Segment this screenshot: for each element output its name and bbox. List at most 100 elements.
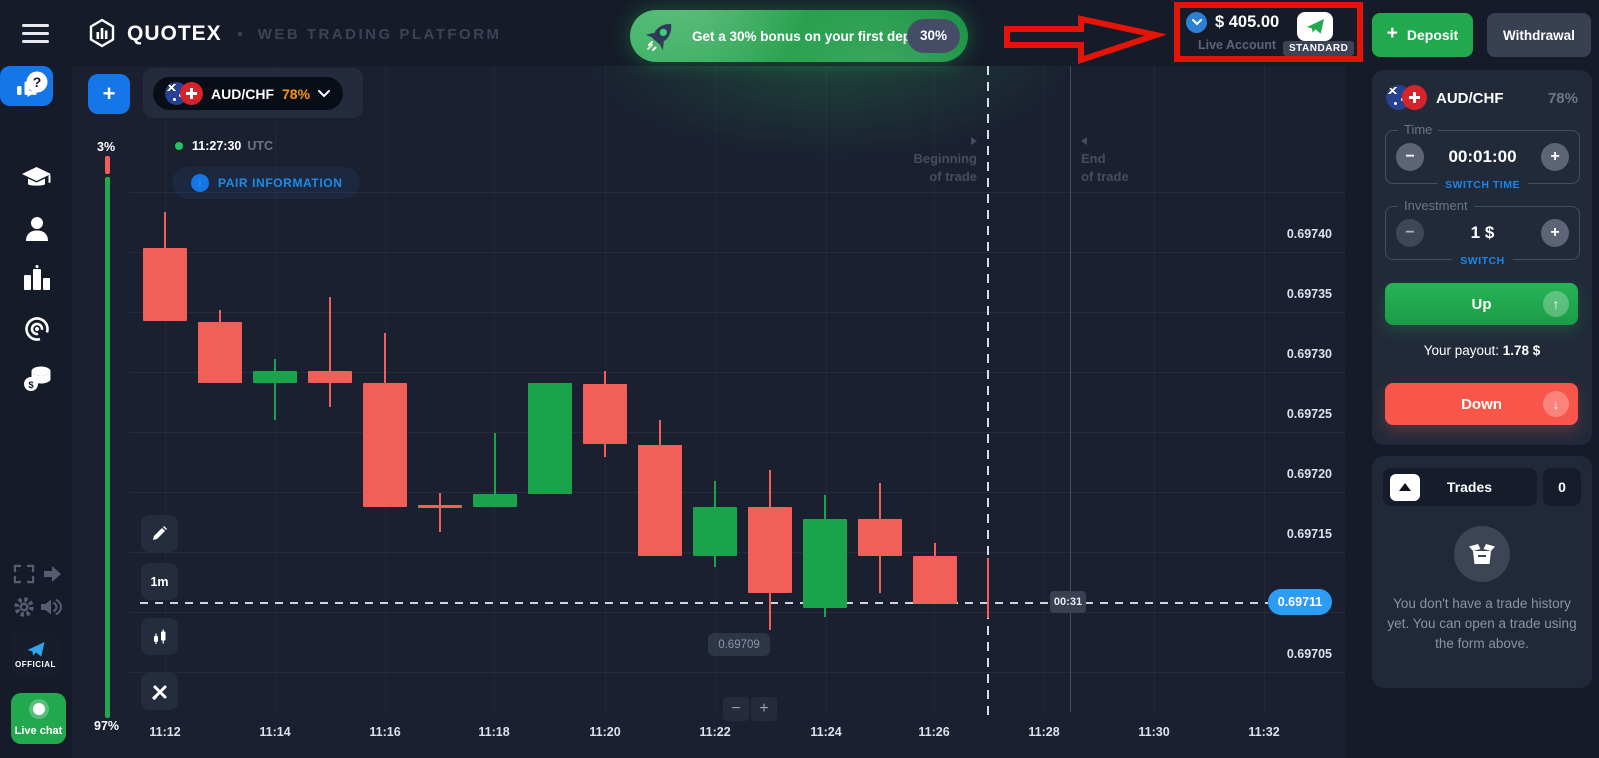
paper-plane-icon bbox=[1306, 18, 1324, 34]
end-marker-icon bbox=[1081, 137, 1087, 145]
beginning-of-trade-label: Beginning of trade bbox=[857, 132, 977, 186]
investment-field-label: Investment bbox=[1398, 198, 1474, 213]
collapse-triangle-icon bbox=[1390, 473, 1420, 501]
arrow-right-icon bbox=[44, 566, 61, 582]
menu-button[interactable] bbox=[22, 24, 49, 43]
plan-badge: STANDARD bbox=[1283, 41, 1355, 56]
plus-icon: + bbox=[1386, 23, 1398, 44]
rocket-icon bbox=[645, 23, 672, 51]
account-chevron-icon bbox=[1186, 12, 1207, 33]
switch-investment-button[interactable]: SWITCH bbox=[1452, 255, 1513, 267]
sidebar-item-help[interactable]: ? bbox=[23, 70, 51, 98]
podium-icon bbox=[24, 265, 50, 290]
time-decrease-button[interactable]: − bbox=[1396, 143, 1424, 171]
investment-field: Investment − 1 $ + SWITCH bbox=[1385, 198, 1580, 267]
balance-amount: $ 405.00 bbox=[1215, 13, 1280, 31]
chart-area bbox=[72, 66, 1345, 758]
account-balance-selector[interactable]: $ 405.00 Live Account bbox=[1186, 12, 1279, 52]
annotation-arrow bbox=[1004, 15, 1166, 65]
sidebar-item-account[interactable] bbox=[24, 215, 50, 243]
pair-flags-icon bbox=[1386, 85, 1427, 111]
zoom-out-button[interactable]: − bbox=[723, 697, 749, 721]
settings-button[interactable] bbox=[13, 596, 35, 618]
chart-type-button[interactable] bbox=[141, 618, 178, 655]
candles-icon bbox=[153, 629, 165, 644]
down-button[interactable]: Down ↓ bbox=[1385, 383, 1578, 425]
bonus-banner-text: Get a 30% bonus on your first deposit bbox=[692, 28, 936, 44]
pencil-icon bbox=[153, 526, 167, 540]
current-price-badge: 0.69711 bbox=[1268, 589, 1332, 615]
time-field: Time − 00:01:00 + SWITCH TIME bbox=[1385, 122, 1580, 191]
server-clock: 11:27:30 UTC bbox=[175, 139, 273, 153]
time-field-label: Time bbox=[1398, 122, 1439, 137]
panel-pair-header: AUD/CHF 78% bbox=[1386, 84, 1578, 112]
sidebar-item-tournaments[interactable] bbox=[23, 265, 51, 293]
sidebar-item-signals[interactable] bbox=[24, 316, 50, 342]
investment-increase-button[interactable]: + bbox=[1541, 219, 1569, 247]
live-chat-button[interactable]: Live chat bbox=[11, 693, 66, 744]
timeframe-button[interactable]: 1m bbox=[141, 563, 178, 600]
bonus-banner[interactable]: Get a 30% bonus on your first deposit 30… bbox=[630, 10, 968, 62]
platform-subtitle: WEB TRADING PLATFORM bbox=[257, 25, 502, 43]
sidebar-item-cashback[interactable]: $ bbox=[23, 365, 52, 392]
coins-icon: $ bbox=[24, 366, 51, 391]
zoom-in-button[interactable]: + bbox=[751, 697, 777, 721]
brand: QUOTEX WEB TRADING PLATFORM bbox=[86, 18, 502, 50]
trades-panel: Trades 0 You don't have a trade history … bbox=[1372, 456, 1592, 688]
trades-header-button[interactable]: Trades bbox=[1383, 468, 1537, 506]
account-type-label: Live Account bbox=[1198, 38, 1277, 52]
svg-text:?: ? bbox=[33, 74, 42, 90]
add-asset-button[interactable]: + bbox=[88, 74, 130, 114]
pair-flags-icon bbox=[165, 81, 203, 106]
annotation-highlight-rectangle bbox=[1174, 2, 1363, 62]
withdrawal-button[interactable]: Withdrawal bbox=[1487, 13, 1591, 57]
help-icon: ? bbox=[26, 71, 48, 97]
deposit-button[interactable]: + Deposit bbox=[1372, 13, 1473, 57]
time-value[interactable]: 00:01:00 bbox=[1448, 147, 1517, 166]
expand-icon bbox=[13, 564, 35, 584]
switch-time-button[interactable]: SWITCH TIME bbox=[1437, 179, 1528, 191]
info-icon: i bbox=[191, 174, 209, 192]
indicators-icon bbox=[151, 685, 166, 700]
drawing-tools-button[interactable] bbox=[141, 515, 178, 552]
collapse-arrow-button[interactable] bbox=[41, 563, 63, 585]
graduation-cap-icon bbox=[22, 167, 51, 186]
live-chat-label: Live chat bbox=[14, 725, 63, 737]
panel-payout-percent: 78% bbox=[1547, 89, 1578, 107]
payout-value: 1.78 $ bbox=[1502, 343, 1541, 358]
sentiment-up-percent: 3% bbox=[97, 140, 116, 154]
official-telegram-button[interactable]: OFFICIAL bbox=[11, 633, 60, 676]
brand-name: QUOTEX bbox=[127, 22, 222, 45]
sentiment-down-percent: 97% bbox=[94, 719, 120, 733]
bonus-percent-badge: 30% bbox=[906, 19, 960, 53]
indicators-button[interactable] bbox=[141, 673, 178, 710]
sentiment-bar-down bbox=[105, 177, 110, 718]
topbar: QUOTEX WEB TRADING PLATFORM Get a 30% bo… bbox=[0, 0, 1599, 66]
investment-decrease-button[interactable]: − bbox=[1396, 219, 1424, 247]
sound-button[interactable] bbox=[40, 596, 63, 618]
telegram-plan-tile[interactable] bbox=[1297, 12, 1333, 41]
empty-trades-icon bbox=[1454, 526, 1510, 582]
chat-status-icon bbox=[32, 703, 45, 715]
pair-information-button[interactable]: i PAIR INFORMATION bbox=[172, 167, 361, 199]
up-button[interactable]: Up ↑ bbox=[1385, 283, 1578, 325]
fullscreen-button[interactable] bbox=[13, 564, 35, 584]
empty-trades-message: You don't have a trade history yet. You … bbox=[1387, 596, 1577, 651]
gear-icon bbox=[14, 597, 34, 617]
expiry-countdown-badge: 00:31 bbox=[1050, 591, 1086, 613]
down-arrow-icon: ↓ bbox=[1543, 391, 1569, 417]
chevron-down-icon bbox=[318, 89, 331, 97]
investment-value[interactable]: 1 $ bbox=[1470, 223, 1495, 242]
sidebar: ? bbox=[0, 66, 72, 758]
asset-selector[interactable]: AUD/CHF 78% bbox=[153, 77, 343, 110]
official-label: OFFICIAL bbox=[15, 659, 56, 669]
sidebar-item-education[interactable] bbox=[21, 166, 52, 192]
beginning-marker-icon bbox=[971, 137, 977, 145]
end-of-trade-label: End of trade bbox=[1081, 132, 1191, 186]
telegram-icon bbox=[27, 641, 44, 657]
trade-form-panel: AUD/CHF 78% Time − 00:01:00 + SWITCH TIM… bbox=[1372, 70, 1592, 445]
time-increase-button[interactable]: + bbox=[1541, 143, 1569, 171]
asset-tab: AUD/CHF 78% bbox=[143, 68, 363, 118]
speaker-icon bbox=[41, 599, 63, 615]
